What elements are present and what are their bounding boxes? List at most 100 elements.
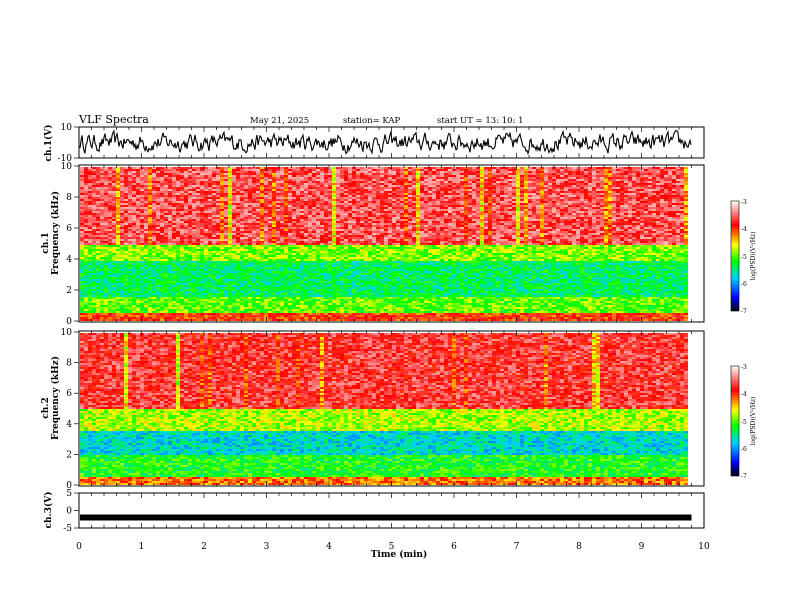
spectrogram-cell — [572, 307, 576, 309]
spectrogram-cell — [244, 305, 248, 307]
spectrogram-cell — [188, 317, 192, 319]
spectrogram-cell — [408, 311, 412, 313]
spectrogram-cell — [308, 315, 312, 317]
spectrogram-cell — [176, 303, 180, 305]
spectrogram-cell — [568, 319, 572, 321]
spectrogram-cell — [508, 311, 512, 313]
spectrogram-cell — [336, 317, 340, 319]
spectrogram-cell — [104, 309, 108, 311]
spectrogram-cell — [528, 317, 532, 319]
spectrogram-cell — [660, 305, 664, 307]
spectrogram-cell — [644, 307, 648, 309]
spectrogram-cell — [572, 317, 576, 319]
spectrogram-cell — [560, 315, 564, 317]
spectrogram-cell — [552, 305, 556, 307]
spectrogram-cell — [564, 311, 568, 313]
spectrogram-cell — [576, 317, 580, 319]
spectrogram-cell — [444, 311, 448, 313]
spectrogram-cell — [672, 317, 676, 319]
spectrogram-cell — [432, 315, 436, 317]
spectrogram-cell — [272, 303, 276, 305]
spectrogram-cell — [160, 303, 164, 305]
spectrogram-cell — [192, 317, 196, 319]
spectrogram-cell — [512, 313, 516, 315]
spectrogram-cell — [468, 315, 472, 317]
spectrogram-cell — [384, 305, 388, 307]
spectrogram-cell — [684, 313, 688, 315]
spectrogram-cell — [276, 311, 280, 313]
spectrogram-cell — [116, 309, 120, 311]
spectrogram-cell — [448, 307, 452, 309]
spectrogram-cell — [616, 315, 620, 317]
spectrogram-cell — [576, 319, 580, 321]
spectrogram-cell — [476, 311, 480, 313]
spectrogram-cell — [524, 317, 528, 319]
spectrogram-cell — [500, 317, 504, 319]
spectrogram-cell — [152, 309, 156, 311]
spectrogram-cell — [504, 305, 508, 307]
spectrogram-cell — [304, 319, 308, 321]
spectrogram-cell — [680, 307, 684, 309]
spectrogram-cell — [132, 311, 136, 313]
spectrogram-cell — [416, 305, 420, 307]
spectrogram-cell — [84, 307, 88, 309]
spectrogram-cell — [120, 319, 124, 321]
spectrogram-cell — [120, 305, 124, 307]
spectrogram-cell — [312, 307, 316, 309]
spectrogram-cell — [272, 305, 276, 307]
spectrogram-cell — [148, 313, 152, 315]
spectrogram-cell — [528, 309, 532, 311]
spectrogram-cell — [344, 319, 348, 321]
spectrogram-cell — [396, 319, 400, 321]
spectrogram-cell — [228, 307, 232, 309]
spectrogram-cell — [532, 315, 536, 317]
spectrogram-cell — [136, 305, 140, 307]
spectrogram-cell — [512, 307, 516, 309]
spectrogram-cell — [492, 307, 496, 309]
spectrogram-cell — [92, 309, 96, 311]
spectrogram-cell — [124, 315, 128, 317]
spectrogram-cell — [636, 313, 640, 315]
spectrogram-cell — [336, 307, 340, 309]
spectrogram-cell — [676, 309, 680, 311]
spectrogram-cell — [268, 315, 272, 317]
spectrogram-cell — [212, 311, 216, 313]
spectrogram-cell — [88, 309, 92, 311]
spectrogram-cell — [236, 305, 240, 307]
spectrogram-cell — [628, 311, 632, 313]
spectrogram-cell — [192, 305, 196, 307]
spectrogram-cell — [348, 313, 352, 315]
spectrogram-cell — [148, 319, 152, 321]
spectrogram-cell — [332, 313, 336, 315]
spectrogram-cell — [352, 305, 356, 307]
spectrogram-cell — [144, 307, 148, 309]
spectrogram-cell — [536, 305, 540, 307]
spectrogram-cell — [288, 307, 292, 309]
spectrogram-cell — [360, 313, 364, 315]
spectrogram-cell — [316, 307, 320, 309]
spectrogram-cell — [592, 313, 596, 315]
spectrogram-cell — [204, 315, 208, 317]
spectrogram-cell — [596, 307, 600, 309]
spectrogram-cell — [612, 319, 616, 321]
spectrogram-cell — [596, 309, 600, 311]
spectrogram-cell — [636, 305, 640, 307]
spectrogram-cell — [124, 307, 128, 309]
spectrogram-cell — [676, 319, 680, 321]
spectrogram-cell — [476, 313, 480, 315]
spectrogram-cell — [432, 307, 436, 309]
spectrogram-cell — [680, 317, 684, 319]
spectrogram-cell — [664, 315, 668, 317]
spectrogram-cell — [576, 309, 580, 311]
spectrogram-cell — [548, 309, 552, 311]
spectrogram-cell — [244, 307, 248, 309]
spectrogram-cell — [664, 311, 668, 313]
spectrogram-cell — [676, 315, 680, 317]
spectrogram-cell — [216, 311, 220, 313]
spectrogram-cell — [412, 319, 416, 321]
spectrogram-cell — [384, 307, 388, 309]
spectrogram-cell — [224, 311, 228, 313]
spectrogram-cell — [308, 309, 312, 311]
spectrogram-cell — [400, 305, 404, 307]
spectrogram-cell — [368, 307, 372, 309]
